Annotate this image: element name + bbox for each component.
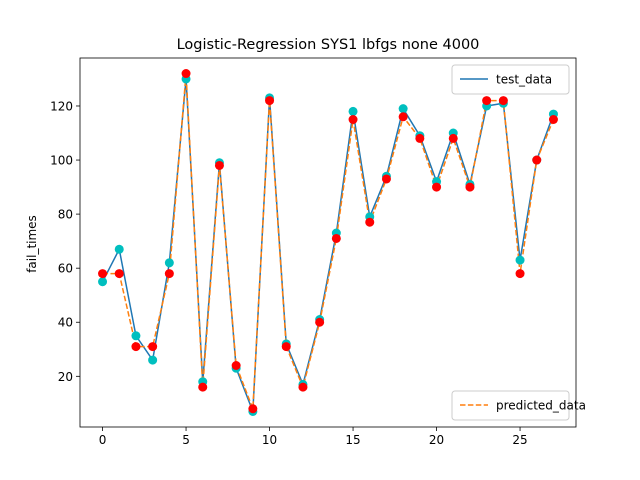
point-test-data — [348, 106, 358, 116]
point-predicted-data — [448, 133, 458, 143]
point-predicted-data — [415, 133, 425, 143]
point-test-data — [515, 255, 525, 265]
x-tick-label: 20 — [429, 433, 444, 447]
point-predicted-data — [131, 342, 141, 352]
y-axis-label: fail_times — [25, 215, 39, 273]
x-tick-label: 10 — [262, 433, 277, 447]
y-tick-label: 120 — [50, 99, 73, 113]
y-tick-label: 80 — [58, 208, 73, 222]
legend-box — [451, 64, 570, 95]
point-predicted-data — [265, 96, 275, 106]
point-predicted-data — [548, 115, 558, 124]
point-test-data — [398, 104, 408, 114]
point-test-data — [98, 277, 108, 287]
y-tick-label: 20 — [58, 370, 73, 384]
point-predicted-data — [348, 115, 358, 124]
axes-frame — [79, 57, 577, 428]
point-predicted-data — [331, 233, 341, 243]
point-predicted-data — [248, 404, 258, 414]
point-predicted-data — [381, 174, 391, 184]
series-line-predicted-data — [102, 72, 555, 410]
x-tick-label: 25 — [512, 433, 527, 447]
point-predicted-data — [164, 269, 174, 279]
point-test-data — [131, 331, 141, 341]
legend-lower-right: predicted_data — [451, 390, 586, 421]
point-predicted-data — [465, 182, 475, 192]
point-predicted-data — [365, 217, 375, 227]
point-test-data — [164, 258, 174, 268]
point-predicted-data — [498, 96, 508, 106]
point-predicted-data — [114, 269, 124, 279]
legend-upper-right: test_data — [451, 64, 570, 95]
point-predicted-data — [432, 182, 442, 192]
point-predicted-data — [281, 342, 291, 352]
legend-label: test_data — [496, 73, 552, 87]
x-tick-label: 5 — [182, 433, 190, 447]
y-tick-label: 40 — [58, 316, 73, 330]
legend-label: predicted_data — [496, 399, 586, 413]
point-predicted-data — [482, 96, 492, 106]
y-tick-label: 60 — [58, 262, 73, 276]
x-tick-label: 0 — [99, 433, 107, 447]
point-predicted-data — [181, 69, 191, 79]
point-predicted-data — [315, 317, 325, 327]
point-predicted-data — [148, 342, 158, 352]
x-tick-label: 15 — [345, 433, 360, 447]
point-predicted-data — [98, 269, 108, 279]
point-predicted-data — [198, 382, 208, 392]
point-predicted-data — [298, 382, 308, 392]
point-predicted-data — [532, 155, 542, 165]
point-predicted-data — [398, 112, 408, 122]
point-test-data — [114, 244, 124, 254]
chart-title: Logistic-Regression SYS1 lbfgs none 4000 — [177, 37, 480, 53]
legend-box — [451, 390, 570, 421]
point-predicted-data — [231, 361, 241, 370]
y-tick-label: 100 — [50, 154, 73, 168]
plot-area: 0 5 10 15 20 25 20 40 60 80 100 120 test_datapredict… — [50, 64, 586, 447]
point-predicted-data — [515, 269, 525, 279]
point-predicted-data — [214, 160, 224, 170]
point-test-data — [148, 355, 158, 365]
